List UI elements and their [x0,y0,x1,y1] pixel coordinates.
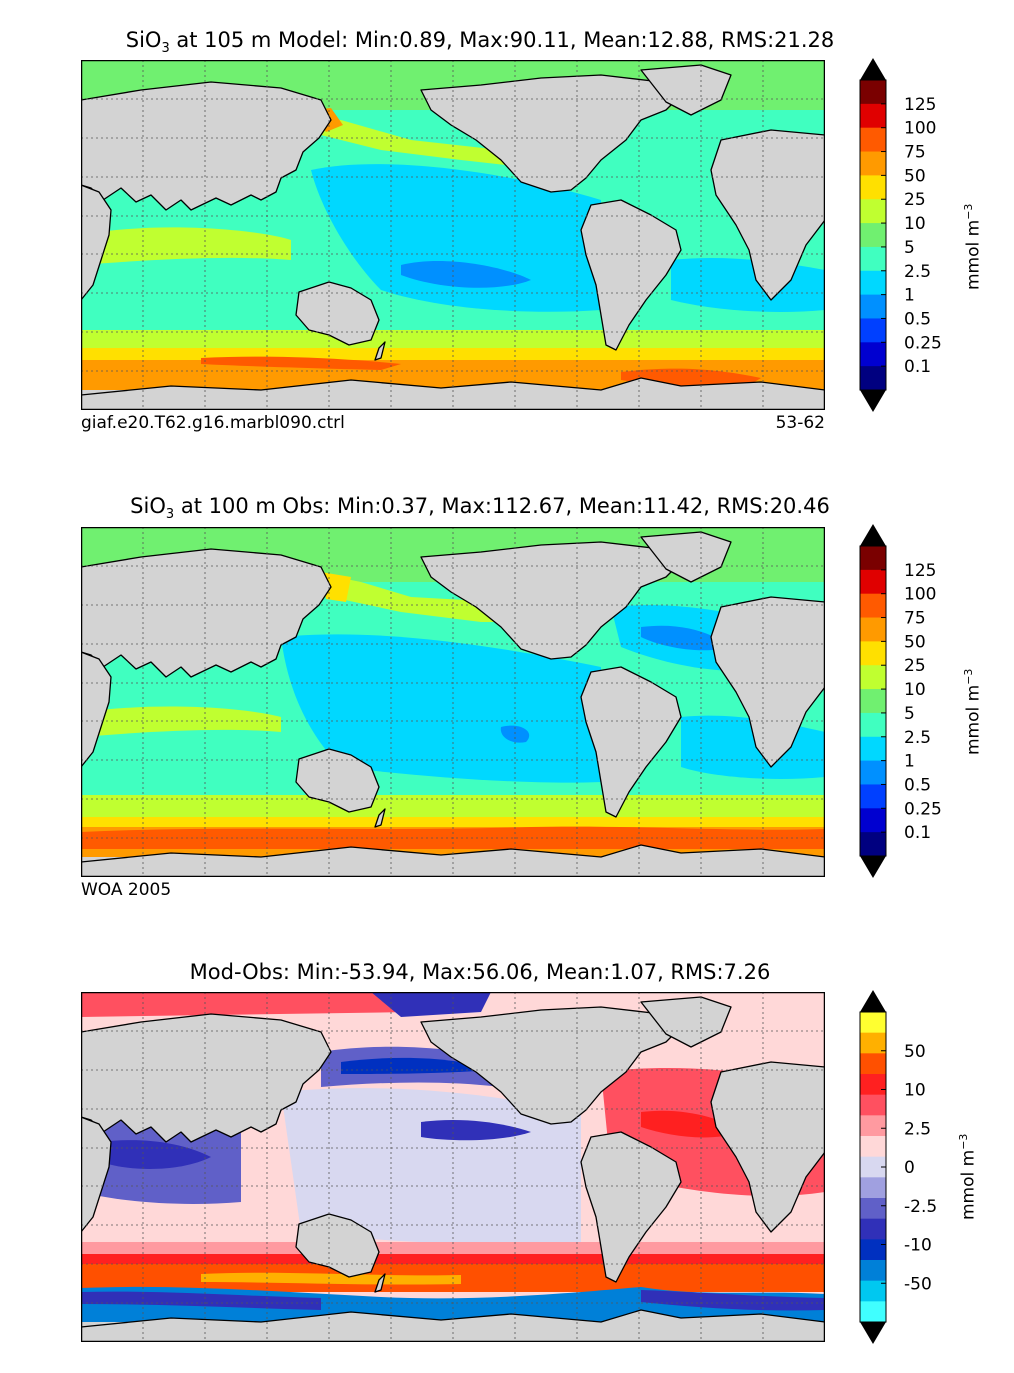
colorbar-segment [860,1156,886,1178]
colorbar-graphic: 125 100 75 50 25 10 5 2.5 1 0.5 0.25 0.1 [859,58,942,412]
colorbar-segment [860,546,886,571]
colorbar-tick-label: 0.25 [904,333,942,353]
colorbar-graphic: 125 100 75 50 25 10 5 2.5 1 0.5 0.25 0.1 [859,524,942,878]
colorbar-tick-label: 50 [904,632,926,652]
panel3-map [80,991,826,1343]
colorbar-segment [860,246,886,272]
colorbar-tick-label: 100 [904,119,936,139]
panel1-title: SiO3 at 105 m Model: Min:0.89, Max:90.11… [125,28,835,57]
colorbar-tick-label: 0.5 [904,309,931,329]
colorbar-frame [859,79,887,391]
colorbar-segment [860,1280,886,1302]
colorbar-segment [860,127,886,153]
colorbar-tick-label: 5 [904,704,915,724]
colorbar-segment [860,1074,886,1096]
colorbar-tick-label: 1 [904,752,915,772]
colorbar-tick-label: 2.5 [904,728,931,748]
colorbar-tick-label: 10 [904,214,926,234]
colorbar-segment [860,1053,886,1075]
colorbar-tick-label: 2.5 [904,1119,931,1139]
colorbar-tick-label: 10 [904,1081,926,1101]
colorbar-segment [860,1198,886,1220]
panel3-colorbar: 50 10 2.5 0 -2.5 -10 -50 [859,990,937,1344]
colorbar-tick-label: 10 [904,680,926,700]
colorbar-segment [860,366,886,391]
panel2-colorbar: 125 100 75 50 25 10 5 2.5 1 0.5 0.25 0.1 [859,524,942,878]
colorbar-segment [860,1032,886,1054]
colorbar-frame [859,545,887,857]
colorbar-segment [860,342,886,367]
colorbar-segment [860,103,886,129]
colorbar-segment [860,1301,886,1323]
panel1-years: 53-62 [775,413,825,433]
colorbar-segment [860,641,886,666]
colorbar-segment [860,808,886,833]
colorbar-tick-label: 5 [904,238,915,258]
colorbar-tick-label: 25 [904,190,926,210]
colorbar-segment [860,270,886,296]
colorbar-tick-label: 2.5 [904,262,931,282]
panel1-colorbar: 125 100 75 50 25 10 5 2.5 1 0.5 0.25 0.1 [859,58,942,412]
colorbar-segment [860,318,886,343]
colorbar-segment [860,223,886,248]
colorbar-tick-label: -2.5 [904,1197,937,1217]
colorbar-segment [860,617,886,642]
colorbar-segment [860,1094,886,1116]
colorbar-tick-label: 0.1 [904,357,931,377]
colorbar-segment [860,151,886,176]
colorbar-tick-label: 75 [904,609,926,629]
colorbar-extend-bottom [860,1322,886,1344]
colorbar-extend-top [860,58,886,80]
colorbar-tick-label: -50 [904,1274,932,1294]
colorbar-extend-bottom [860,390,886,412]
colorbar-segment [860,784,886,809]
colorbar-tick-label: 50 [904,1042,926,1062]
panel2-map [80,526,826,878]
panel1-map [80,59,826,411]
colorbar-tick-label: 1 [904,286,915,306]
colorbar-segment [860,593,886,619]
colorbar-tick-label: 75 [904,143,926,163]
panel2-title: SiO3 at 100 m Obs: Min:0.37, Max:112.67,… [130,494,830,523]
colorbar-extend-bottom [860,856,886,878]
colorbar-tick-label: -10 [904,1236,932,1256]
colorbar-segment [860,736,886,762]
colorbar-segment [860,1239,886,1261]
colorbar-segment [860,569,886,595]
colorbar-tick-label: 125 [904,95,936,115]
colorbar-extend-top [860,990,886,1012]
panel3-colorbar-unit: mmol m−3 [957,1133,979,1220]
colorbar-segment [860,1260,886,1282]
colorbar-segment [860,1136,886,1158]
panel1-colorbar-unit: mmol m−3 [962,203,984,290]
colorbar-segment [860,294,886,319]
colorbar-segment [860,665,886,690]
colorbar-tick-label: 0.1 [904,823,931,843]
colorbar-tick-label: 50 [904,166,926,186]
panel2-source: WOA 2005 [81,880,172,900]
panel1-source: giaf.e20.T62.g16.marbl090.ctrl [81,413,345,433]
colorbar-segment [860,689,886,714]
colorbar-tick-label: 25 [904,656,926,676]
colorbar-segment [860,1115,886,1137]
colorbar-graphic: 50 10 2.5 0 -2.5 -10 -50 [859,990,937,1344]
colorbar-extend-top [860,524,886,546]
colorbar-segment [860,80,886,105]
colorbar-tick-label: 100 [904,585,936,605]
colorbar-segment [860,175,886,200]
panel2-colorbar-unit: mmol m−3 [962,668,984,755]
colorbar-tick-label: 125 [904,561,936,581]
colorbar-segment [860,1012,886,1034]
colorbar-segment [860,760,886,785]
colorbar-segment [860,1218,886,1240]
colorbar-segment [860,1177,886,1199]
colorbar-segment [860,832,886,857]
panel3-title: Mod-Obs: Min:-53.94, Max:56.06, Mean:1.0… [189,960,771,984]
colorbar-tick-label: 0.5 [904,775,931,795]
colorbar-tick-label: 0 [904,1158,915,1178]
colorbar-segment [860,712,886,738]
colorbar-tick-label: 0.25 [904,799,942,819]
colorbar-segment [860,199,886,224]
